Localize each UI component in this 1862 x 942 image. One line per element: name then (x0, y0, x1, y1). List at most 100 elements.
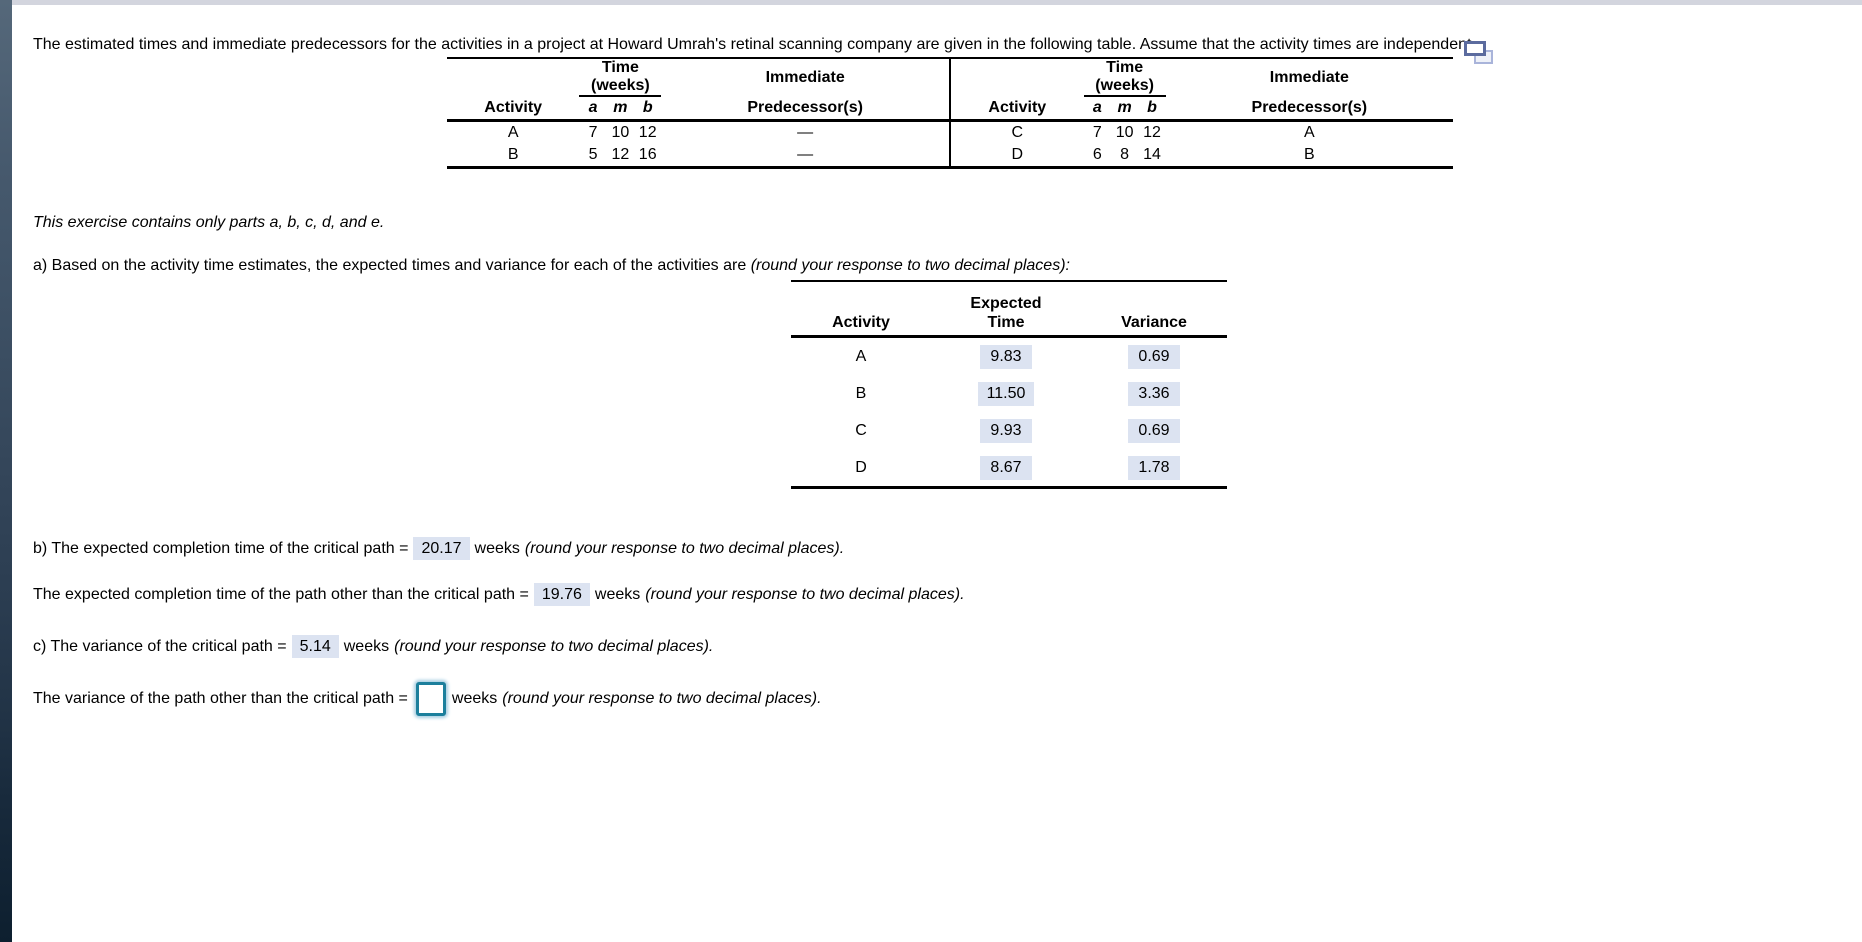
a-cell: 7 (1092, 124, 1102, 141)
part-a-text: a) Based on the activity time estimates,… (33, 257, 751, 274)
table-row: A 7 10 12 — C 7 10 12 A (447, 120, 1453, 144)
predecessor-cell: — (661, 144, 950, 169)
m-cell: 10 (611, 124, 630, 141)
activity-cell: A (855, 347, 867, 365)
b-header-left: b (634, 96, 662, 122)
rounding-note: (round your response to two decimal plac… (524, 540, 845, 557)
answer-field-variance-c[interactable]: 0.69 (1128, 418, 1180, 443)
answer-field-other-path-time[interactable]: 19.76 (533, 583, 590, 606)
activity-header-right: Activity (948, 96, 1084, 122)
expected-time-cell: 9.83 (931, 337, 1081, 376)
spacer-cell (948, 57, 1084, 96)
activity-cell: D (791, 449, 931, 489)
expected-time-variance-table: Activity Expected Time Variance A 9.83 0… (791, 280, 1227, 489)
activity-cell: D (948, 144, 1084, 169)
part-c-line2: The variance of the path other than the … (33, 682, 822, 716)
exercise-note: This exercise contains only parts a, b, … (33, 213, 384, 233)
activity-cell: B (855, 384, 867, 402)
predecessor-cell: B (1165, 144, 1453, 169)
unit-label: weeks (451, 690, 498, 708)
answer-field-expected-time-a[interactable]: 9.83 (980, 344, 1032, 369)
a-cell: 5 (579, 144, 607, 169)
b-cell: 14 (1138, 144, 1166, 169)
expected-time-header-text: Expected Time (970, 295, 1042, 331)
expected-time-cell: 8.67 (931, 449, 1081, 489)
m-cell: 8 (1110, 144, 1139, 169)
predecessor-cell: — (797, 124, 814, 141)
predecessor-cell: A (1304, 124, 1315, 141)
activity-cell: C (855, 421, 867, 439)
part-c-line1-text: c) The variance of the critical path = (33, 638, 287, 655)
table-row: Activity a m b Predecessor(s) Activity a… (447, 96, 1453, 122)
table-row: Time (weeks) Immediate Time (weeks) Imme… (447, 57, 1453, 97)
unit-label: weeks (594, 586, 641, 603)
variance-other-path-input[interactable] (415, 682, 446, 716)
activity-header-left: Activity (447, 96, 580, 122)
part-c-line1: c) The variance of the critical path = 5.… (33, 635, 714, 658)
expected-time-cell: 11.50 (931, 375, 1081, 412)
m-cell: 12 (606, 144, 635, 169)
time-weeks-header-left: Time (weeks) (579, 57, 662, 97)
table-row: A 9.83 0.69 (791, 337, 1227, 376)
b-header-right: b (1138, 96, 1166, 122)
rounding-note: (round your response to two decimal plac… (394, 638, 714, 655)
unit-label: weeks (474, 540, 520, 557)
variance-cell: 1.78 (1081, 449, 1227, 489)
copy-icon[interactable] (1464, 41, 1494, 65)
table-row: D 8.67 1.78 (791, 449, 1227, 489)
copy-icon-front-rect (1464, 41, 1486, 56)
variance-cell: 0.69 (1081, 337, 1227, 376)
m-header-left: m (606, 96, 635, 122)
answer-field-variance-b[interactable]: 3.36 (1128, 381, 1180, 406)
table-header-row: Activity Expected Time Variance (791, 280, 1227, 338)
a-cell: 7 (588, 124, 598, 141)
table-row: C 9.93 0.69 (791, 412, 1227, 449)
activity-cell: C (948, 120, 1084, 144)
part-b-line2: The expected completion time of the path… (33, 583, 965, 606)
variance-cell: 0.69 (1081, 412, 1227, 449)
a-cell: 6 (1083, 144, 1111, 169)
expected-time-column-header: Expected Time (931, 280, 1081, 338)
answer-field-expected-time-c[interactable]: 9.93 (980, 418, 1032, 443)
spacer-cell (447, 57, 580, 96)
m-cell: 10 (1115, 124, 1134, 141)
problem-statement-text: The estimated times and immediate predec… (33, 36, 1476, 53)
immediate-header-right: Immediate (1165, 57, 1453, 96)
answer-field-expected-time-b[interactable]: 11.50 (977, 381, 1035, 406)
activity-cell: B (447, 144, 580, 169)
part-b-line1: b) The expected completion time of the c… (33, 537, 845, 560)
b-cell: 16 (634, 144, 662, 169)
rounding-note: (round your response to two decimal plac… (502, 690, 822, 708)
a-header-left: a (579, 96, 607, 122)
part-a-rounding-note: (round your response to two decimal plac… (750, 257, 1070, 274)
b-cell: 12 (638, 124, 657, 141)
desktop-edge-strip (0, 0, 12, 942)
problem-statement: The estimated times and immediate predec… (33, 35, 1476, 55)
part-a-prompt: a) Based on the activity time estimates,… (33, 256, 1070, 276)
table-row: B 11.50 3.36 (791, 375, 1227, 412)
answer-field-critical-path-time[interactable]: 20.17 (413, 537, 470, 560)
window-top-edge (12, 0, 1862, 5)
b-cell: 12 (1143, 124, 1161, 141)
activity-cell: A (507, 124, 519, 141)
answer-field-variance-a[interactable]: 0.69 (1128, 344, 1180, 369)
a-header-right: a (1083, 96, 1111, 122)
m-header-right: m (1110, 96, 1139, 122)
answer-field-expected-time-d[interactable]: 8.67 (980, 455, 1032, 480)
activity-column-header: Activity (791, 280, 931, 338)
part-b-line2-text: The expected completion time of the path… (33, 586, 529, 603)
variance-cell: 3.36 (1081, 375, 1227, 412)
unit-label: weeks (343, 638, 390, 655)
table-row: B 5 12 16 — D 6 8 14 B (447, 144, 1453, 169)
answer-field-critical-path-variance[interactable]: 5.14 (291, 635, 339, 658)
variance-column-header: Variance (1081, 280, 1227, 338)
predecessors-header-left: Predecessor(s) (661, 96, 950, 122)
answer-field-variance-d[interactable]: 1.78 (1128, 455, 1180, 480)
immediate-header-left: Immediate (661, 57, 950, 96)
part-c-line2-text: The variance of the path other than the … (33, 690, 408, 708)
exercise-note-text: This exercise contains only parts a, b, … (33, 214, 385, 231)
predecessors-header-right: Predecessor(s) (1165, 96, 1453, 122)
expected-time-cell: 9.93 (931, 412, 1081, 449)
part-b-line1-text: b) The expected completion time of the c… (33, 540, 409, 557)
